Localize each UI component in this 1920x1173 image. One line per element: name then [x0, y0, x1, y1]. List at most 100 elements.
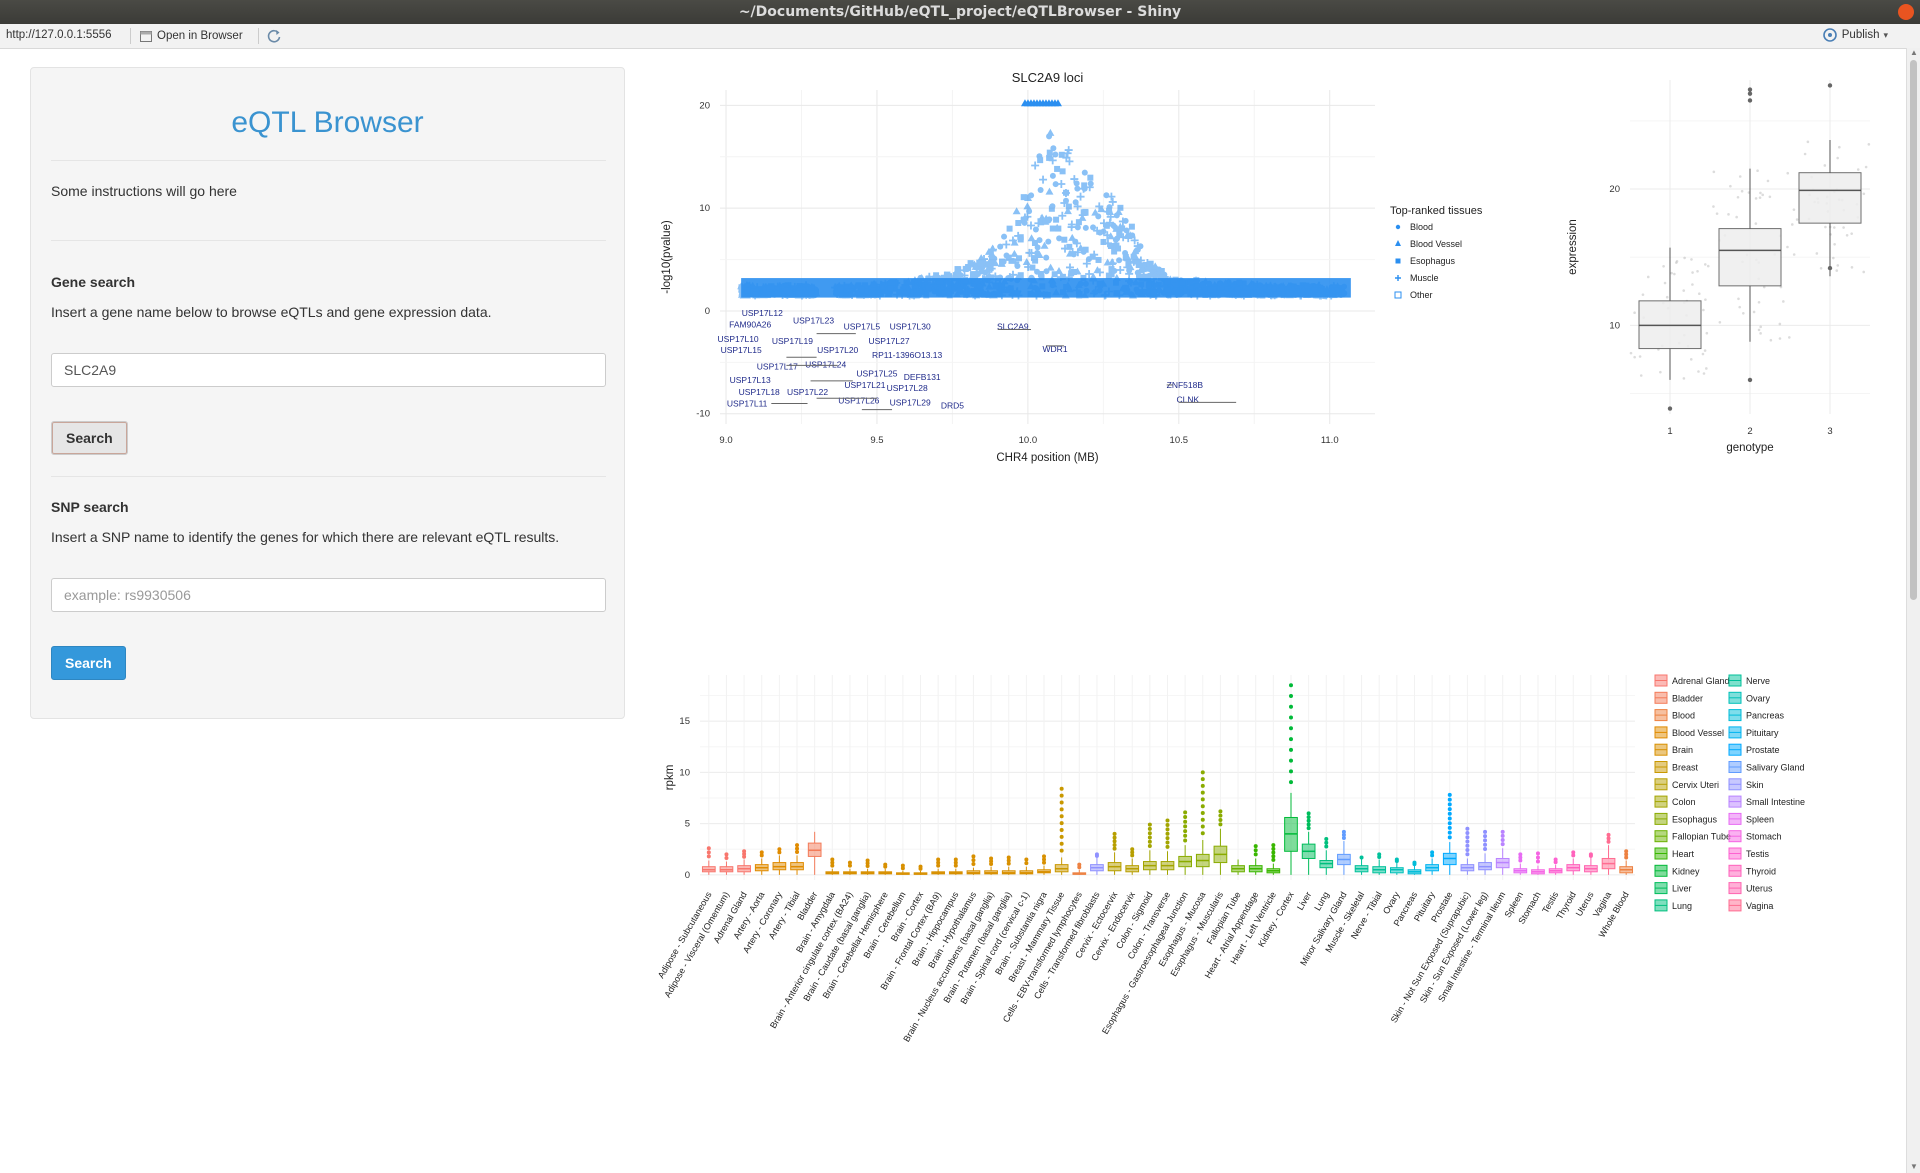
outlier-point — [830, 860, 835, 865]
jitter-point — [1850, 232, 1853, 235]
outlier-point — [953, 857, 958, 862]
jitter-point — [1759, 191, 1762, 195]
gene-search-button[interactable]: Search — [51, 421, 128, 455]
outlier-point — [1218, 822, 1223, 827]
snp-search-button[interactable]: Search — [51, 646, 126, 680]
snp-search-heading: SNP search — [51, 499, 129, 515]
outlier-point — [847, 863, 852, 868]
outlier-point — [1165, 831, 1170, 836]
eqtl-point — [1123, 254, 1132, 262]
eqtl-point — [1017, 272, 1024, 279]
refresh-icon[interactable] — [266, 28, 282, 44]
jitter-point — [1786, 171, 1790, 175]
outlier-point — [706, 850, 711, 855]
eqtl-point — [1024, 194, 1033, 202]
outlier-point — [1130, 853, 1135, 858]
outlier-point — [953, 860, 958, 865]
eqtl-point — [1026, 208, 1033, 215]
gene-label: CLNK — [1177, 394, 1200, 404]
jitter-point — [1762, 285, 1766, 289]
eqtl-point — [1117, 204, 1124, 211]
outlier-point — [936, 860, 941, 865]
legend-label: Colon — [1672, 797, 1696, 807]
scroll-down-icon[interactable]: ▼ — [1910, 1162, 1918, 1171]
window-titlebar: ~/Documents/GitHub/eQTL_project/eQTLBrow… — [0, 0, 1920, 24]
eqtl-point — [1042, 214, 1051, 222]
outlier-point — [936, 863, 941, 868]
outlier-point — [1412, 860, 1417, 865]
eqtl-point — [1001, 233, 1008, 240]
open-in-browser-label: Open in Browser — [157, 30, 243, 42]
outlier-point — [1667, 406, 1673, 411]
outlier-point — [1147, 839, 1152, 844]
snp-search-input[interactable] — [51, 578, 606, 612]
publish-dropdown-icon[interactable]: ▾ — [1883, 29, 1888, 40]
legend-label: Bladder — [1672, 693, 1703, 703]
eqtl-point — [1059, 168, 1066, 175]
outlier-point — [1447, 825, 1452, 830]
eqtl-point — [1093, 266, 1102, 274]
y-tick-label: 5 — [685, 819, 690, 830]
eqtl-point — [1002, 240, 1011, 249]
scroll-up-icon[interactable]: ▲ — [1910, 48, 1918, 57]
eqtl-point — [1082, 246, 1089, 253]
gene-search-input[interactable] — [51, 353, 606, 387]
outlier-point — [1624, 849, 1629, 854]
outlier-point — [971, 854, 976, 859]
eqtl-point — [1081, 185, 1088, 192]
outlier-point — [1183, 810, 1188, 815]
outlier-point — [1465, 826, 1470, 831]
gene-label: DEFB131 — [904, 372, 941, 382]
outlier-point — [1218, 818, 1223, 823]
outlier-point — [989, 861, 994, 866]
eqtl-point — [1015, 255, 1022, 262]
outlier-point — [1465, 843, 1470, 848]
outlier-point — [1218, 813, 1223, 818]
outlier-point — [1606, 836, 1611, 841]
scrollbar-thumb[interactable] — [1910, 60, 1917, 600]
eqtl-point — [1061, 236, 1068, 243]
outlier-point — [1288, 737, 1293, 742]
publish-button[interactable]: Publish ▾ — [1822, 28, 1888, 42]
toolbar-divider — [258, 28, 259, 44]
jitter-point — [1736, 195, 1740, 199]
eqtl-point — [1040, 241, 1049, 249]
legend-label: Nerve — [1746, 676, 1770, 686]
outlier-point — [1341, 829, 1346, 834]
eqtl-point — [1061, 244, 1070, 253]
gene-label: USP17L28 — [887, 383, 928, 393]
outlier-point — [795, 846, 800, 851]
outlier-point — [989, 859, 994, 864]
outlier-point — [1377, 852, 1382, 857]
outlier-point — [1483, 847, 1488, 852]
legend-label: Uterus — [1746, 884, 1773, 894]
outlier-point — [1059, 848, 1064, 853]
outlier-point — [1288, 704, 1293, 709]
jitter-point — [1862, 192, 1866, 196]
jitter-point — [1703, 349, 1707, 352]
vertical-scrollbar[interactable]: ▲ ▼ — [1906, 48, 1920, 1173]
outlier-point — [1147, 835, 1152, 840]
eqtl-point — [1059, 273, 1066, 280]
outlier-point — [706, 846, 711, 851]
eqtl-point — [1093, 226, 1102, 235]
outlier-point — [724, 855, 729, 860]
outlier-point — [759, 853, 764, 858]
legend-label: Skin — [1746, 780, 1764, 790]
app-title: eQTL Browser — [231, 106, 424, 139]
open-in-browser-button[interactable]: Open in Browser — [140, 28, 243, 44]
jitter-point — [1712, 205, 1715, 208]
outlier-point — [1827, 83, 1833, 88]
chart-title: SLC2A9 loci — [1012, 70, 1084, 85]
jitter-point — [1702, 308, 1705, 312]
legend-label: Brain — [1672, 745, 1693, 755]
outlier-point — [1006, 861, 1011, 866]
outlier-point — [759, 850, 764, 855]
jitter-point — [1641, 293, 1645, 296]
eqtl-point — [1021, 219, 1028, 226]
outlier-point — [1059, 834, 1064, 839]
eqtl-point — [1065, 263, 1074, 272]
close-window-button[interactable] — [1898, 4, 1914, 20]
snp-search-description: Insert a SNP name to identify the genes … — [51, 529, 560, 545]
eqtl-point — [988, 244, 997, 252]
